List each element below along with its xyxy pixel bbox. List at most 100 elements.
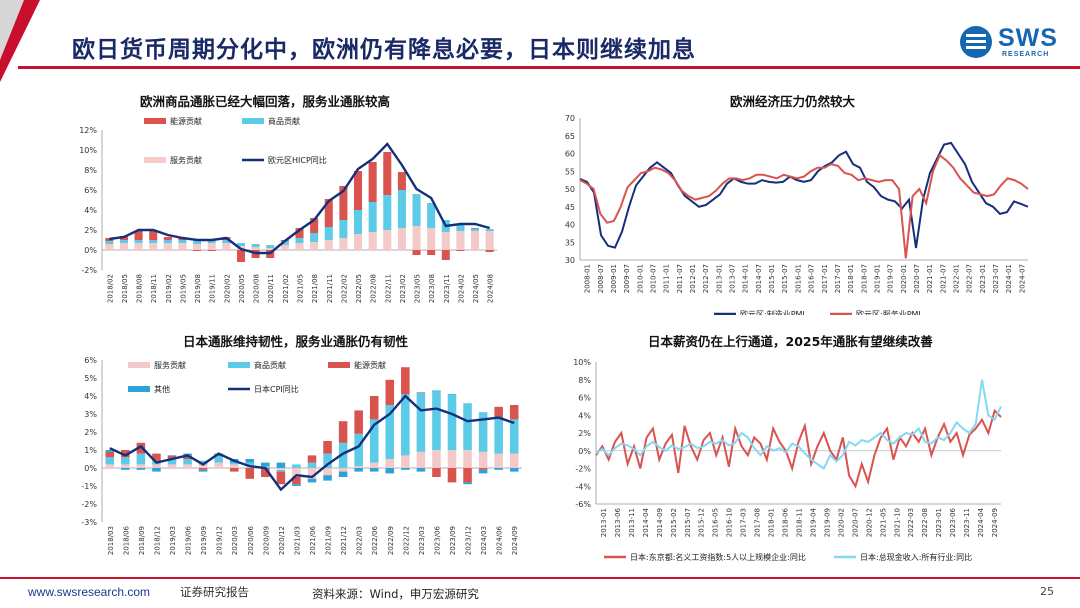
y-tick-label: -1% (81, 482, 97, 491)
x-tick-label: 2011-01 (663, 264, 671, 293)
x-tick-label: 2024-01 (1005, 264, 1013, 293)
series-line (595, 379, 1002, 470)
bar (416, 468, 426, 472)
legend-swatch (328, 362, 350, 368)
y-tick-label: 10% (79, 146, 97, 155)
bar (178, 243, 187, 250)
bar (494, 468, 503, 470)
chart-title-japan-wage: 日本薪资仍在上行通道，2025年通胀有望继续改善 (648, 334, 933, 349)
bar (193, 250, 202, 251)
bar (167, 455, 177, 459)
x-tick-label: 2018-06 (782, 507, 790, 537)
bar (266, 248, 275, 250)
y-tick-label: 2% (84, 226, 97, 235)
x-tick-label: 2018/11 (150, 274, 158, 303)
x-tick-label: 2021/08 (311, 274, 319, 303)
x-tick-label: 2008-01 (584, 264, 592, 293)
bar (416, 392, 426, 393)
bar (207, 240, 216, 243)
bar (163, 240, 172, 243)
bar (383, 152, 392, 195)
sws-logo: SWS RESEARCH (958, 24, 1068, 60)
x-tick-label: 2022/11 (384, 274, 392, 303)
x-tick-label: 2020/03 (231, 526, 239, 555)
x-tick-label: 2018/06 (122, 525, 130, 555)
bar (323, 475, 332, 481)
y-tick-label: 6% (84, 186, 97, 195)
x-tick-label: 2021/11 (326, 274, 334, 303)
x-tick-label: 2023-06 (949, 507, 957, 537)
bar (354, 433, 363, 467)
y-tick-label: 6% (84, 356, 97, 365)
bar (509, 453, 519, 468)
x-tick-label: 2019/11 (209, 274, 217, 303)
bar (369, 419, 379, 463)
bar (266, 245, 275, 248)
bar (447, 394, 457, 395)
bar (427, 250, 436, 255)
y-tick-label: -4% (575, 482, 591, 491)
bar (307, 455, 317, 463)
x-tick-label: 2020/06 (247, 525, 255, 555)
bar (134, 231, 143, 240)
bar (276, 462, 286, 468)
bar (105, 450, 115, 452)
bar (485, 229, 494, 231)
legend-swatch (144, 118, 166, 124)
x-tick-label: 2021/05 (297, 274, 305, 303)
bar (261, 462, 270, 467)
x-tick-label: 2015-02 (670, 508, 678, 537)
bar (478, 469, 488, 474)
footer-source: 资料来源：Wind，申万宏源研究 (312, 587, 479, 601)
bar (183, 464, 192, 468)
bar (245, 459, 255, 463)
chart-euro-pmi: 70 65 60 55 50 45 40 35 30 2008-01 2008-07 2009-01 2… (565, 114, 1029, 315)
bar (183, 455, 192, 459)
bar (463, 482, 472, 485)
x-tick-label: 2021-05 (879, 508, 887, 537)
x-tick-label: 2014-09 (656, 508, 664, 537)
footer-url-link[interactable]: www.swsresearch.com (28, 585, 151, 599)
bar (412, 194, 421, 226)
bar (456, 231, 465, 250)
x-tick-label: 2020/02 (223, 274, 231, 303)
y-tick-label: 4% (84, 206, 97, 215)
x-tick-label: 2013-07 (729, 264, 737, 293)
bar (105, 244, 114, 250)
bar (494, 417, 503, 454)
bar (339, 220, 348, 238)
bar (136, 464, 146, 468)
bar (276, 469, 286, 472)
y-tick-label: 8% (84, 166, 97, 175)
bar (416, 392, 426, 452)
bar (485, 231, 494, 250)
x-tick-label: 2012-07 (702, 264, 710, 293)
bar (323, 441, 332, 454)
x-tick-label: 2018-01 (768, 508, 776, 537)
bar (441, 232, 450, 250)
legend-swatch (228, 362, 250, 368)
bar (401, 367, 410, 395)
x-tick-label: 2015-12 (698, 508, 706, 537)
series-line (109, 394, 515, 492)
bar (214, 455, 223, 456)
x-tick-label: 2018/09 (138, 526, 146, 555)
bar (121, 450, 130, 458)
bar (136, 442, 146, 454)
legend-swatch (242, 118, 264, 124)
bar (324, 227, 333, 240)
bar (307, 478, 317, 483)
bar (295, 243, 304, 250)
x-tick-label: 2021/03 (293, 526, 301, 555)
bar (338, 468, 348, 472)
x-tick-label: 2023/06 (433, 525, 441, 555)
x-tick-label: 2018/03 (107, 526, 115, 555)
bar (178, 240, 187, 243)
bar (134, 240, 143, 243)
bar (456, 225, 465, 231)
bar (136, 468, 146, 470)
x-tick-label: 2018-07 (860, 264, 868, 293)
x-tick-label: 2020-07 (913, 264, 921, 293)
bar (193, 241, 202, 244)
y-tick-label: 40 (565, 221, 575, 230)
